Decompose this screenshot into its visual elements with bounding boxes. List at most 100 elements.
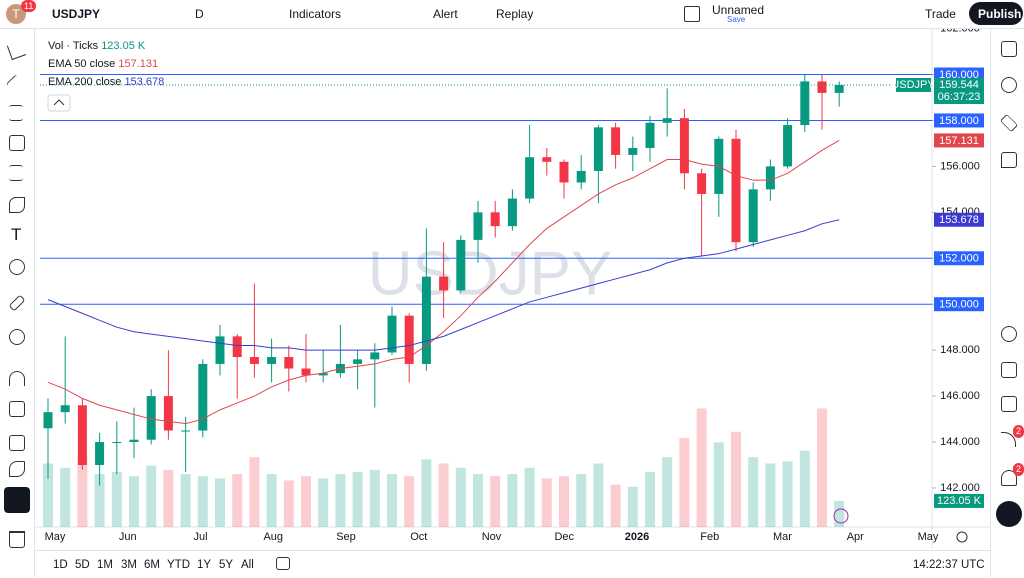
publish[interactable]: Publish bbox=[978, 7, 1022, 21]
range-button[interactable]: YTD bbox=[167, 559, 190, 571]
volume-bar bbox=[610, 484, 621, 527]
text-tool[interactable]: T bbox=[11, 225, 22, 244]
notifications[interactable] bbox=[1001, 470, 1017, 486]
candle-body bbox=[800, 81, 810, 126]
volume-bar bbox=[627, 486, 638, 527]
price-layer bbox=[40, 74, 932, 486]
range-button[interactable]: 5Y bbox=[219, 559, 234, 571]
link-tool[interactable] bbox=[4, 487, 30, 513]
hline-label: 160.000 bbox=[939, 69, 979, 81]
hline-label: 150.000 bbox=[939, 299, 979, 311]
volume-bar bbox=[679, 438, 690, 527]
candle-body bbox=[817, 81, 827, 93]
volume-bar bbox=[490, 476, 501, 527]
right-sidebar: 2 2 bbox=[990, 29, 1024, 577]
volume-bar bbox=[748, 457, 759, 527]
layers[interactable] bbox=[999, 113, 1019, 133]
volume-bar bbox=[249, 457, 260, 527]
layout-name[interactable]: Unnamed bbox=[712, 3, 765, 17]
pattern-tool[interactable] bbox=[9, 135, 25, 151]
calendar[interactable] bbox=[1001, 396, 1017, 412]
axis-settings[interactable] bbox=[956, 531, 968, 543]
x-tick-label: Jun bbox=[119, 531, 137, 543]
candle-body bbox=[542, 157, 552, 162]
apps[interactable] bbox=[996, 501, 1022, 527]
y-tick-label: 144.000 bbox=[940, 436, 980, 448]
chart: USDJPY 142.000 144.000 146.000 148.000 150.0… bbox=[34, 29, 990, 549]
delete-tool[interactable] bbox=[9, 531, 25, 548]
indicators[interactable]: Indicators bbox=[289, 7, 342, 21]
symbol[interactable]: USDJPY bbox=[52, 7, 101, 21]
zoom-tool[interactable] bbox=[9, 329, 25, 345]
alert[interactable]: Alert bbox=[433, 7, 458, 21]
alerts-panel[interactable] bbox=[1001, 77, 1017, 93]
range-button[interactable]: 3M bbox=[121, 559, 137, 571]
candle-body bbox=[611, 127, 621, 155]
candle-body bbox=[662, 118, 672, 123]
candle-body bbox=[129, 439, 139, 443]
candle-body bbox=[525, 157, 535, 199]
volume-bar bbox=[283, 480, 294, 527]
ruler-tool[interactable] bbox=[8, 294, 26, 312]
symbol-label-box bbox=[896, 78, 931, 93]
volume-bar bbox=[335, 474, 346, 527]
y-tick-label: 162.000 bbox=[940, 29, 980, 34]
candle-body bbox=[163, 396, 173, 431]
hline-label-box bbox=[934, 113, 984, 128]
candle-body bbox=[559, 161, 569, 183]
volume-bar bbox=[43, 463, 53, 527]
speedometer[interactable] bbox=[1001, 326, 1017, 342]
volume-bar bbox=[593, 463, 604, 527]
magnet-tool[interactable] bbox=[9, 371, 25, 386]
cursor-tool[interactable] bbox=[6, 40, 27, 61]
y-tick-label: 142.000 bbox=[940, 482, 980, 494]
event-marker[interactable] bbox=[833, 508, 849, 524]
range-button[interactable]: 1Y bbox=[197, 559, 212, 571]
forecast-tool[interactable] bbox=[9, 165, 23, 181]
layout-checkbox[interactable] bbox=[684, 6, 700, 22]
candle-body bbox=[387, 315, 397, 353]
candle-body bbox=[215, 336, 225, 364]
trade[interactable]: Trade bbox=[925, 7, 956, 21]
clock[interactable]: 14:22:37 UTC bbox=[913, 559, 985, 571]
volume-bar bbox=[60, 467, 71, 527]
volume-bar bbox=[782, 461, 793, 527]
candle-body bbox=[679, 118, 689, 174]
fib-tool[interactable] bbox=[9, 105, 23, 121]
ema-label-box bbox=[934, 212, 984, 227]
date-range[interactable] bbox=[276, 557, 290, 570]
range-button[interactable]: 1M bbox=[97, 559, 113, 571]
volume-bar bbox=[301, 476, 311, 527]
volume-bar bbox=[197, 476, 208, 527]
lock-tool[interactable] bbox=[9, 435, 25, 451]
x-tick-label: Jul bbox=[193, 531, 207, 543]
hide-tool[interactable] bbox=[9, 461, 25, 477]
range-button[interactable]: 5D bbox=[75, 559, 90, 571]
flag[interactable] bbox=[1001, 362, 1017, 378]
line-tool[interactable] bbox=[5, 74, 27, 95]
volume-label: 123.05 K bbox=[937, 495, 982, 507]
brush-tool[interactable] bbox=[9, 197, 25, 213]
range-button[interactable]: 6M bbox=[144, 559, 160, 571]
range-button[interactable]: All bbox=[241, 559, 254, 571]
save[interactable]: Save bbox=[727, 15, 746, 24]
interval[interactable]: D bbox=[195, 7, 204, 21]
axis-layer: 142.000 144.000 146.000 148.000 150.000 152.0… bbox=[45, 29, 984, 543]
candle-body bbox=[318, 373, 328, 376]
collapse-legend[interactable] bbox=[47, 94, 71, 112]
volume-bar bbox=[369, 469, 380, 527]
replay[interactable]: Replay bbox=[496, 7, 534, 21]
emoji-tool[interactable] bbox=[9, 259, 25, 275]
x-tick-label: Oct bbox=[410, 531, 427, 543]
watermark: USDJPY bbox=[368, 239, 613, 308]
x-tick-label: Apr bbox=[847, 531, 864, 543]
x-tick-label: May bbox=[45, 531, 66, 543]
chat[interactable] bbox=[1001, 152, 1017, 168]
volume-bar bbox=[696, 408, 707, 527]
publish-button[interactable] bbox=[969, 2, 1023, 25]
range-button[interactable]: 1D bbox=[53, 559, 68, 571]
x-tick-label: Aug bbox=[263, 531, 283, 543]
legend-value: 123.05 K bbox=[101, 40, 146, 52]
watchlist[interactable] bbox=[1001, 41, 1017, 57]
lock-drawing[interactable] bbox=[9, 401, 25, 417]
